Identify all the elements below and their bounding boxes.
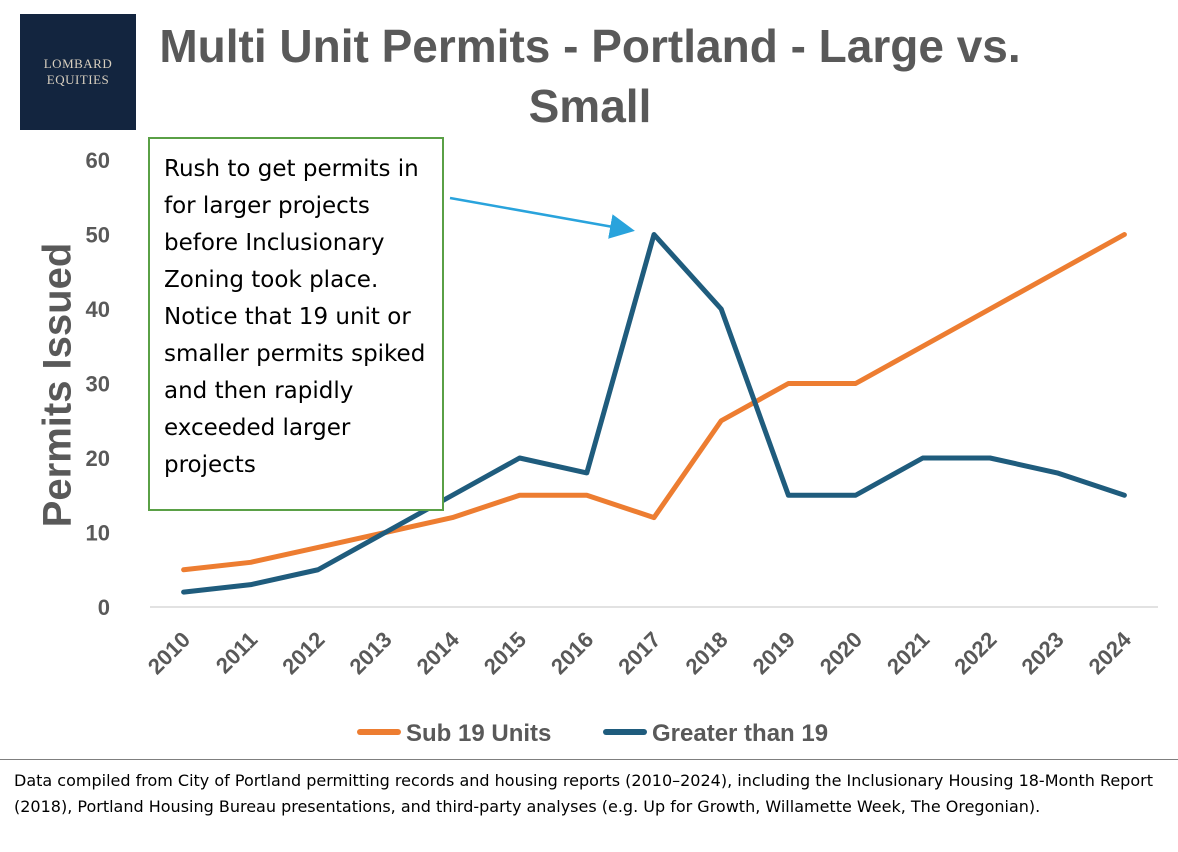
footer-divider [0, 759, 1178, 760]
line-chart: 0 10 20 30 40 50 60 2010 2011 2012 2013 2014 2015 201… [86, 148, 1158, 747]
source-note: Data compiled from City of Portland perm… [14, 771, 1153, 816]
x-tick-label: 2019 [748, 627, 800, 679]
x-tick-label: 2013 [344, 627, 396, 679]
x-tick-label: 2012 [277, 627, 329, 679]
annotation-arrow [449, 196, 635, 239]
x-tick-label: 2018 [680, 627, 732, 679]
x-tick-label: 2017 [613, 627, 665, 679]
legend-label-sub-19-units: Sub 19 Units [406, 720, 551, 747]
y-tick-label: 0 [98, 595, 110, 620]
series-line-sub-19-units [181, 232, 1127, 573]
x-tick-label: 2020 [815, 627, 867, 679]
x-tick-label: 2022 [949, 627, 1001, 679]
y-tick-label: 50 [86, 223, 110, 248]
y-tick-label: 20 [86, 446, 110, 471]
x-tick-label: 2021 [882, 627, 934, 679]
y-tick-label: 30 [86, 372, 110, 397]
x-tick-label: 2024 [1084, 626, 1137, 679]
y-tick-label: 40 [86, 297, 110, 322]
y-tick-label: 60 [86, 148, 110, 173]
logo-line-1: LOMBARD [43, 56, 113, 71]
logo-line-2: EQUITIES [46, 72, 110, 87]
x-tick-label: 2011 [211, 627, 262, 678]
lombard-equities-logo: LOMBARD EQUITIES [20, 14, 136, 130]
x-tick-label: 2014 [412, 626, 465, 679]
series-line-greater-than-19 [181, 232, 1127, 595]
x-tick-label: 2016 [546, 627, 598, 679]
legend-label-greater-than-19: Greater than 19 [652, 720, 828, 747]
x-tick-label: 2023 [1016, 627, 1068, 679]
chart-title: Multi Unit Permits - Portland - Large vs… [159, 20, 1021, 132]
y-tick-label: 10 [86, 521, 110, 546]
annotation-box: Rush to get permits in for larger projec… [148, 137, 444, 511]
x-tick-label: 2015 [479, 627, 531, 679]
x-tick-label: 2010 [143, 627, 195, 679]
